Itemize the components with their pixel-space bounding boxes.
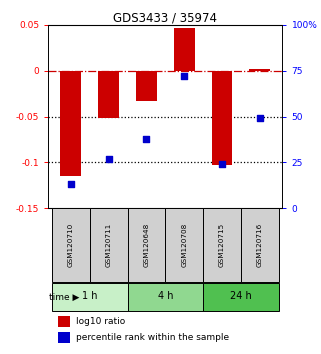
Point bbox=[220, 161, 225, 167]
FancyBboxPatch shape bbox=[127, 283, 203, 311]
FancyBboxPatch shape bbox=[127, 208, 165, 282]
Text: GSM120648: GSM120648 bbox=[143, 223, 149, 267]
Point bbox=[144, 136, 149, 141]
Bar bbox=[249, 69, 270, 71]
Text: 4 h: 4 h bbox=[158, 291, 173, 301]
Text: percentile rank within the sample: percentile rank within the sample bbox=[76, 333, 230, 342]
FancyBboxPatch shape bbox=[165, 208, 203, 282]
Point bbox=[257, 115, 262, 121]
Text: 24 h: 24 h bbox=[230, 291, 252, 301]
Text: 1 h: 1 h bbox=[82, 291, 98, 301]
Title: GDS3433 / 35974: GDS3433 / 35974 bbox=[113, 12, 217, 25]
Point bbox=[182, 73, 187, 79]
Point bbox=[68, 182, 74, 187]
Bar bbox=[57, 316, 70, 327]
Text: time ▶: time ▶ bbox=[49, 292, 79, 302]
FancyBboxPatch shape bbox=[203, 208, 241, 282]
Bar bbox=[174, 28, 195, 71]
Text: GSM120710: GSM120710 bbox=[68, 223, 74, 267]
FancyBboxPatch shape bbox=[90, 208, 127, 282]
FancyBboxPatch shape bbox=[52, 283, 127, 311]
Point bbox=[106, 156, 111, 161]
Text: GSM120708: GSM120708 bbox=[181, 223, 187, 267]
Text: GSM120715: GSM120715 bbox=[219, 223, 225, 267]
FancyBboxPatch shape bbox=[52, 208, 90, 282]
Bar bbox=[212, 71, 232, 165]
Bar bbox=[57, 332, 70, 343]
Bar bbox=[136, 71, 157, 101]
Text: GSM120716: GSM120716 bbox=[257, 223, 263, 267]
Bar bbox=[98, 71, 119, 118]
Text: GSM120711: GSM120711 bbox=[106, 223, 112, 267]
Text: log10 ratio: log10 ratio bbox=[76, 317, 126, 326]
FancyBboxPatch shape bbox=[203, 283, 279, 311]
Bar bbox=[60, 71, 81, 176]
FancyBboxPatch shape bbox=[241, 208, 279, 282]
